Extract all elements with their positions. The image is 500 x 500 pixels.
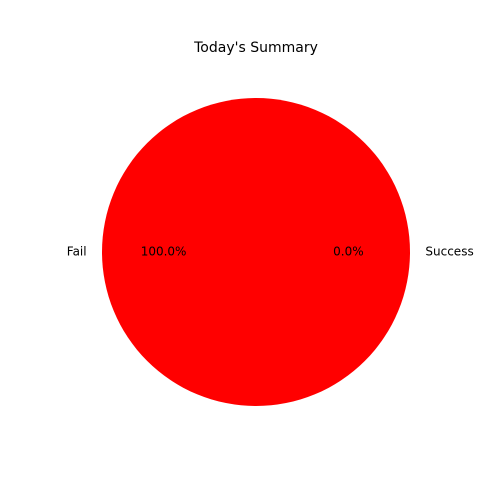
pie-slices bbox=[102, 98, 410, 406]
slice-label-fail: Fail bbox=[67, 245, 87, 259]
pie-labels: Success 0.0% Fail 100.0% bbox=[67, 245, 474, 259]
slice-percent-success: 0.0% bbox=[333, 245, 364, 259]
slice-fail bbox=[102, 98, 410, 406]
slice-percent-fail: 100.0% bbox=[141, 245, 187, 259]
chart-title: Today's Summary bbox=[193, 40, 318, 56]
slice-label-success: Success bbox=[425, 245, 473, 259]
